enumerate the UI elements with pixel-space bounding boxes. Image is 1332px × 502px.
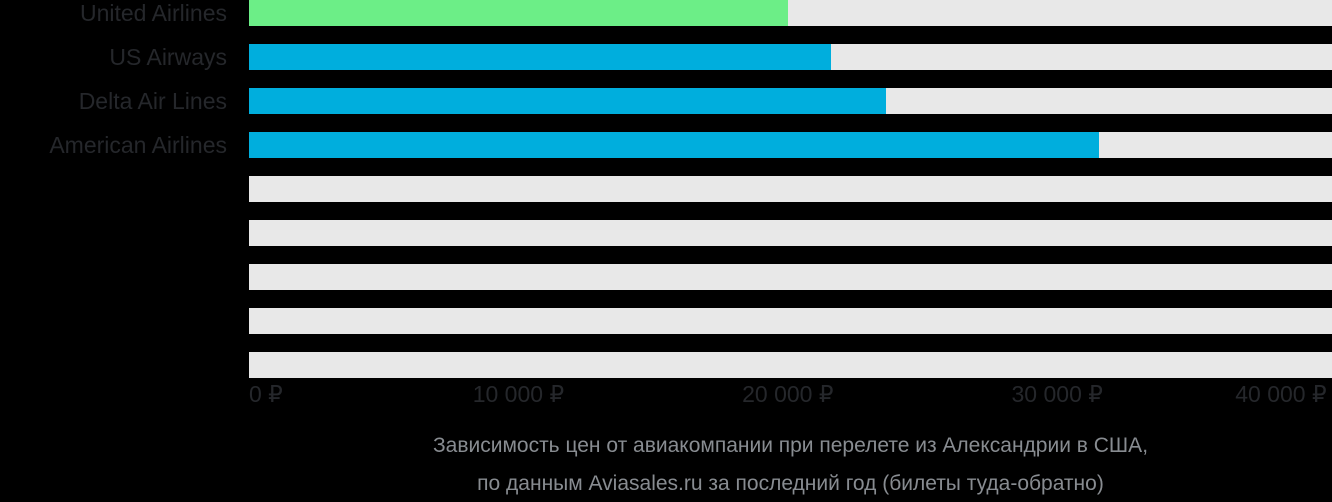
bar — [249, 88, 887, 114]
category-label: American Airlines — [49, 132, 227, 158]
x-axis-tick-label: 40 000 ₽ — [1235, 381, 1327, 407]
category-label: United Airlines — [79, 0, 227, 26]
bar-track — [249, 220, 1332, 246]
x-axis-tick-label: 0 ₽ — [249, 381, 283, 407]
chart-row: Delta Air Lines — [0, 88, 1332, 114]
bar — [249, 0, 788, 26]
chart-row: US Airways — [0, 44, 1332, 70]
bar-track — [249, 352, 1332, 378]
chart-row — [0, 308, 1332, 334]
chart-row: United Airlines — [0, 0, 1332, 26]
chart-title-line-1: Зависимость цен от авиакомпании при пере… — [432, 434, 1149, 457]
category-label: Delta Air Lines — [78, 88, 227, 114]
bar-track — [249, 132, 1332, 158]
x-axis-tick-label: 20 000 ₽ — [742, 381, 834, 407]
bar-track — [249, 264, 1332, 290]
chart-title: Зависимость цен от авиакомпании при пере… — [249, 427, 1332, 502]
bar — [249, 132, 1099, 158]
chart-row — [0, 220, 1332, 246]
x-axis-tick-label: 10 000 ₽ — [472, 381, 565, 407]
bar-track — [249, 308, 1332, 334]
x-axis-tick-label: 30 000 ₽ — [1011, 381, 1103, 407]
bar-track — [249, 88, 1332, 114]
bar-track — [249, 176, 1332, 202]
chart-row — [0, 264, 1332, 290]
chart-row: American Airlines — [0, 132, 1332, 158]
category-label: US Airways — [109, 44, 227, 70]
chart-row — [0, 352, 1332, 378]
chart-row — [0, 176, 1332, 202]
bar-track — [249, 44, 1332, 70]
x-axis: 0 ₽ 10 000 ₽ 20 000 ₽ 30 000 ₽ 40 000 ₽ — [249, 381, 1332, 411]
bar-track — [249, 0, 1332, 26]
chart-title-line-2: по данным Aviasales.ru за последний год … — [477, 472, 1104, 495]
bar-rows: United Airlines US Airways Delta Air Lines… — [0, 0, 1332, 378]
bar — [249, 44, 831, 70]
